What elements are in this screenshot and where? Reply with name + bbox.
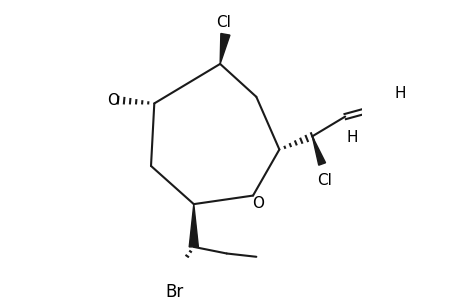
Text: Cl: Cl: [216, 15, 230, 30]
Polygon shape: [312, 136, 325, 165]
Text: Br: Br: [165, 283, 183, 300]
Text: H: H: [345, 130, 357, 145]
Text: O: O: [252, 196, 264, 211]
Text: O: O: [107, 93, 119, 108]
Polygon shape: [189, 204, 198, 247]
Text: H: H: [393, 86, 405, 101]
Text: Cl: Cl: [316, 172, 331, 188]
Polygon shape: [220, 34, 230, 64]
